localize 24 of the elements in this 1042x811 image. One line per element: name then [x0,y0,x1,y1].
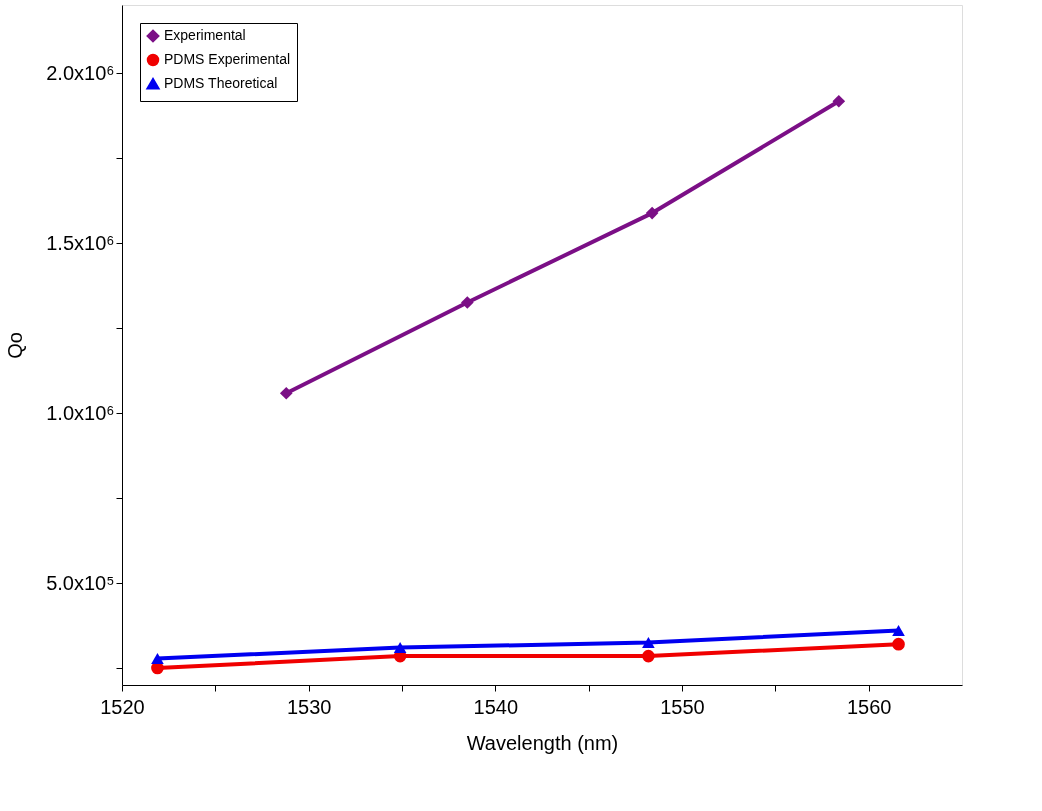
legend-label: PDMS Theoretical [164,75,278,91]
y-tick-label: 1.5x10⁶ [46,231,115,254]
x-tick-label: 1560 [846,695,892,718]
x-tick-label: 1550 [660,695,705,718]
y-tick-label: 1.0x10⁶ [46,401,115,424]
y-axis-title: Qo [4,332,27,359]
point [892,637,905,651]
point [832,94,846,108]
x-tick-label: 1520 [100,695,145,718]
y-tick-label: 5.0x10⁵ [46,571,115,594]
legend-label: PDMS Experimental [164,51,291,67]
point [642,649,655,663]
point [151,653,164,664]
x-tick-label: 1530 [286,695,332,718]
point [461,296,474,309]
point [279,386,293,400]
y-tick-label: 2.0x10⁶ [46,61,115,84]
point [645,206,659,220]
legend-label: Experimental [164,27,246,43]
x-tick-label: 1540 [473,695,519,718]
x-axis-title: Wavelength (nm) [466,731,619,754]
point [393,642,407,654]
point [892,625,905,637]
point [642,637,655,648]
